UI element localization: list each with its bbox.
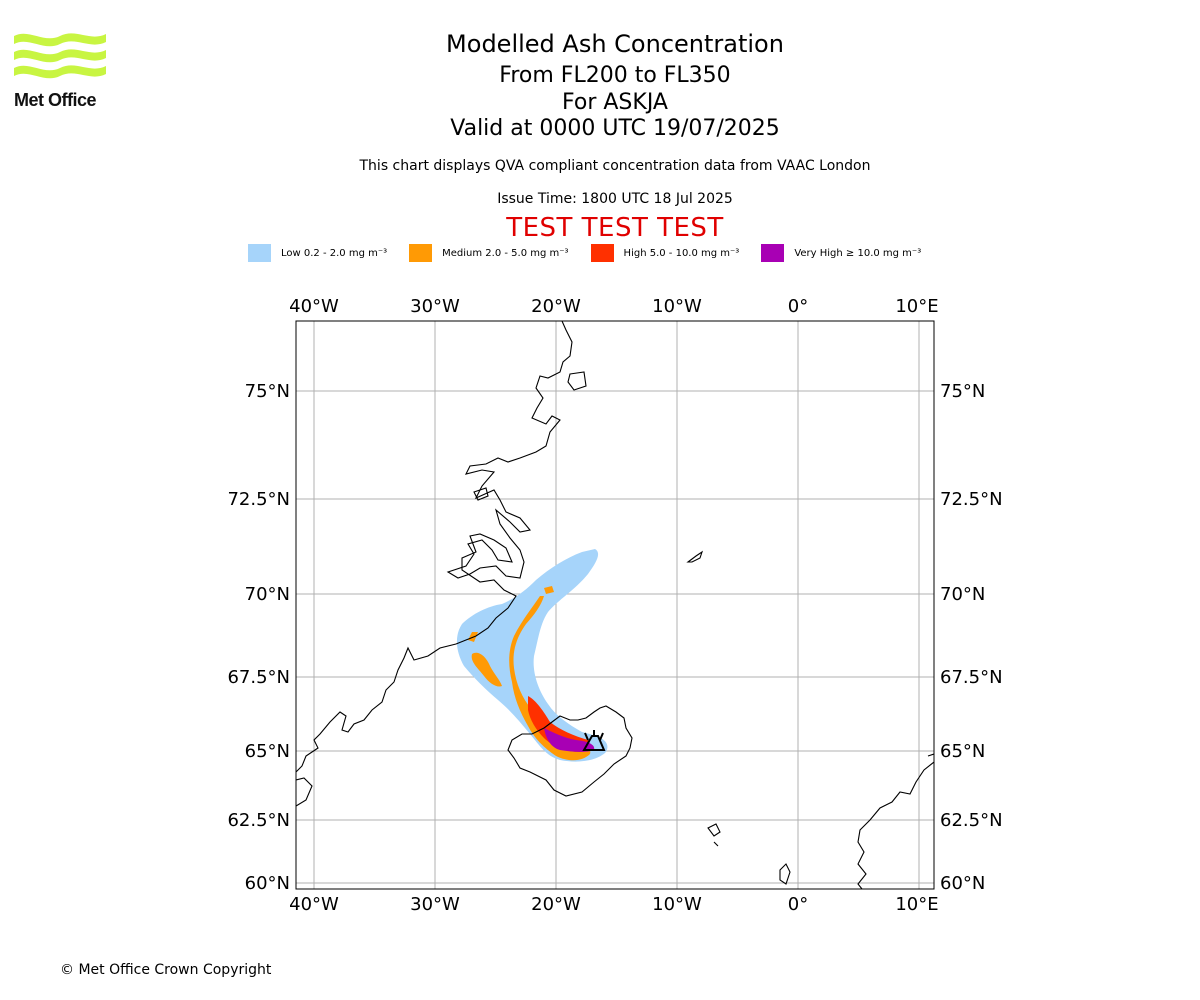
shetland-coast (779, 863, 791, 885)
lat-tick-label: 70°N (940, 584, 985, 605)
lat-tick-label: 75°N (245, 381, 290, 402)
ash-plume-very-high (544, 728, 595, 752)
lon-tick-label: 10°E (895, 894, 938, 915)
iceland-coast (507, 705, 633, 797)
lat-tick-label: 65°N (245, 741, 290, 762)
lat-ticks-right: 75°N 72.5°N 70°N 67.5°N 65°N 62.5°N 60°N (940, 381, 1003, 894)
lat-tick-label: 62.5°N (227, 810, 290, 831)
lon-tick-label: 0° (788, 894, 808, 915)
lon-tick-label: 10°W (652, 894, 702, 915)
norway-coast (857, 753, 934, 889)
lon-tick-label: 20°W (531, 296, 581, 317)
lat-tick-label: 67.5°N (227, 667, 290, 688)
legend-item-medium: Medium 2.0 - 5.0 mg m⁻³ (409, 244, 569, 262)
lat-tick-label: 72.5°N (227, 489, 290, 510)
lon-tick-label: 40°W (289, 894, 339, 915)
legend-label-medium: Medium 2.0 - 5.0 mg m⁻³ (442, 247, 569, 259)
legend-item-low: Low 0.2 - 2.0 mg m⁻³ (248, 244, 387, 262)
lon-tick-label: 0° (788, 296, 808, 317)
lon-tick-label: 10°E (895, 296, 938, 317)
coastlines (296, 321, 934, 889)
legend-swatch-very-high (761, 244, 785, 262)
lon-ticks-bottom: 40°W 30°W 20°W 10°W 0° 10°E (289, 894, 938, 915)
lon-tick-label: 30°W (410, 894, 460, 915)
map-frame (295, 320, 935, 890)
issue-time: Issue Time: 1800 UTC 18 Jul 2025 (497, 191, 733, 207)
chart-title: Modelled Ash Concentration (446, 30, 784, 58)
test-banner: TEST TEST TEST (506, 213, 724, 243)
lat-tick-label: 60°N (940, 873, 985, 894)
concentration-legend: Low 0.2 - 2.0 mg m⁻³ Medium 2.0 - 5.0 mg… (248, 244, 943, 262)
legend-swatch-low (248, 244, 271, 262)
logo-text: Met Office (14, 90, 97, 110)
valid-time: Valid at 0000 UTC 19/07/2025 (450, 116, 780, 141)
logo-wave-icon (14, 33, 106, 79)
met-office-logo: Met Office (14, 30, 106, 112)
lon-tick-label: 10°W (652, 296, 702, 317)
flight-level-range: From FL200 to FL350 (499, 63, 731, 88)
lon-tick-label: 20°W (531, 894, 581, 915)
faroe-coast (707, 823, 721, 847)
chart-subtitle: This chart displays QVA compliant concen… (359, 158, 871, 174)
lon-ticks-top: 40°W 30°W 20°W 10°W 0° 10°E (289, 296, 938, 317)
volcano-icon (582, 730, 606, 751)
lat-tick-label: 65°N (940, 741, 985, 762)
copyright-notice: © Met Office Crown Copyright (60, 962, 272, 978)
legend-swatch-high (590, 244, 614, 262)
legend-label-high: High 5.0 - 10.0 mg m⁻³ (623, 247, 740, 259)
ash-plume-low (456, 549, 608, 762)
volcano-name: For ASKJA (562, 90, 668, 115)
map-gridlines (296, 321, 934, 889)
lat-tick-label: 70°N (245, 584, 290, 605)
legend-item-very-high: Very High ≥ 10.0 mg m⁻³ (761, 244, 921, 262)
legend-swatch-medium (409, 244, 433, 262)
lon-tick-label: 30°W (410, 296, 460, 317)
lat-tick-label: 60°N (245, 873, 290, 894)
jan-mayen-coast (686, 550, 704, 563)
ash-plume-high (528, 696, 590, 752)
lat-tick-label: 75°N (940, 381, 985, 402)
lat-tick-label: 72.5°N (940, 489, 1003, 510)
lat-tick-label: 62.5°N (940, 810, 1003, 831)
legend-label-low: Low 0.2 - 2.0 mg m⁻³ (281, 247, 388, 259)
legend-label-very-high: Very High ≥ 10.0 mg m⁻³ (794, 247, 922, 259)
greenland-coast (296, 321, 573, 807)
lon-tick-label: 40°W (289, 296, 339, 317)
legend-item-high: High 5.0 - 10.0 mg m⁻³ (590, 244, 740, 262)
lat-ticks-left: 75°N 72.5°N 70°N 67.5°N 65°N 62.5°N 60°N (227, 381, 290, 894)
lat-tick-label: 67.5°N (940, 667, 1003, 688)
